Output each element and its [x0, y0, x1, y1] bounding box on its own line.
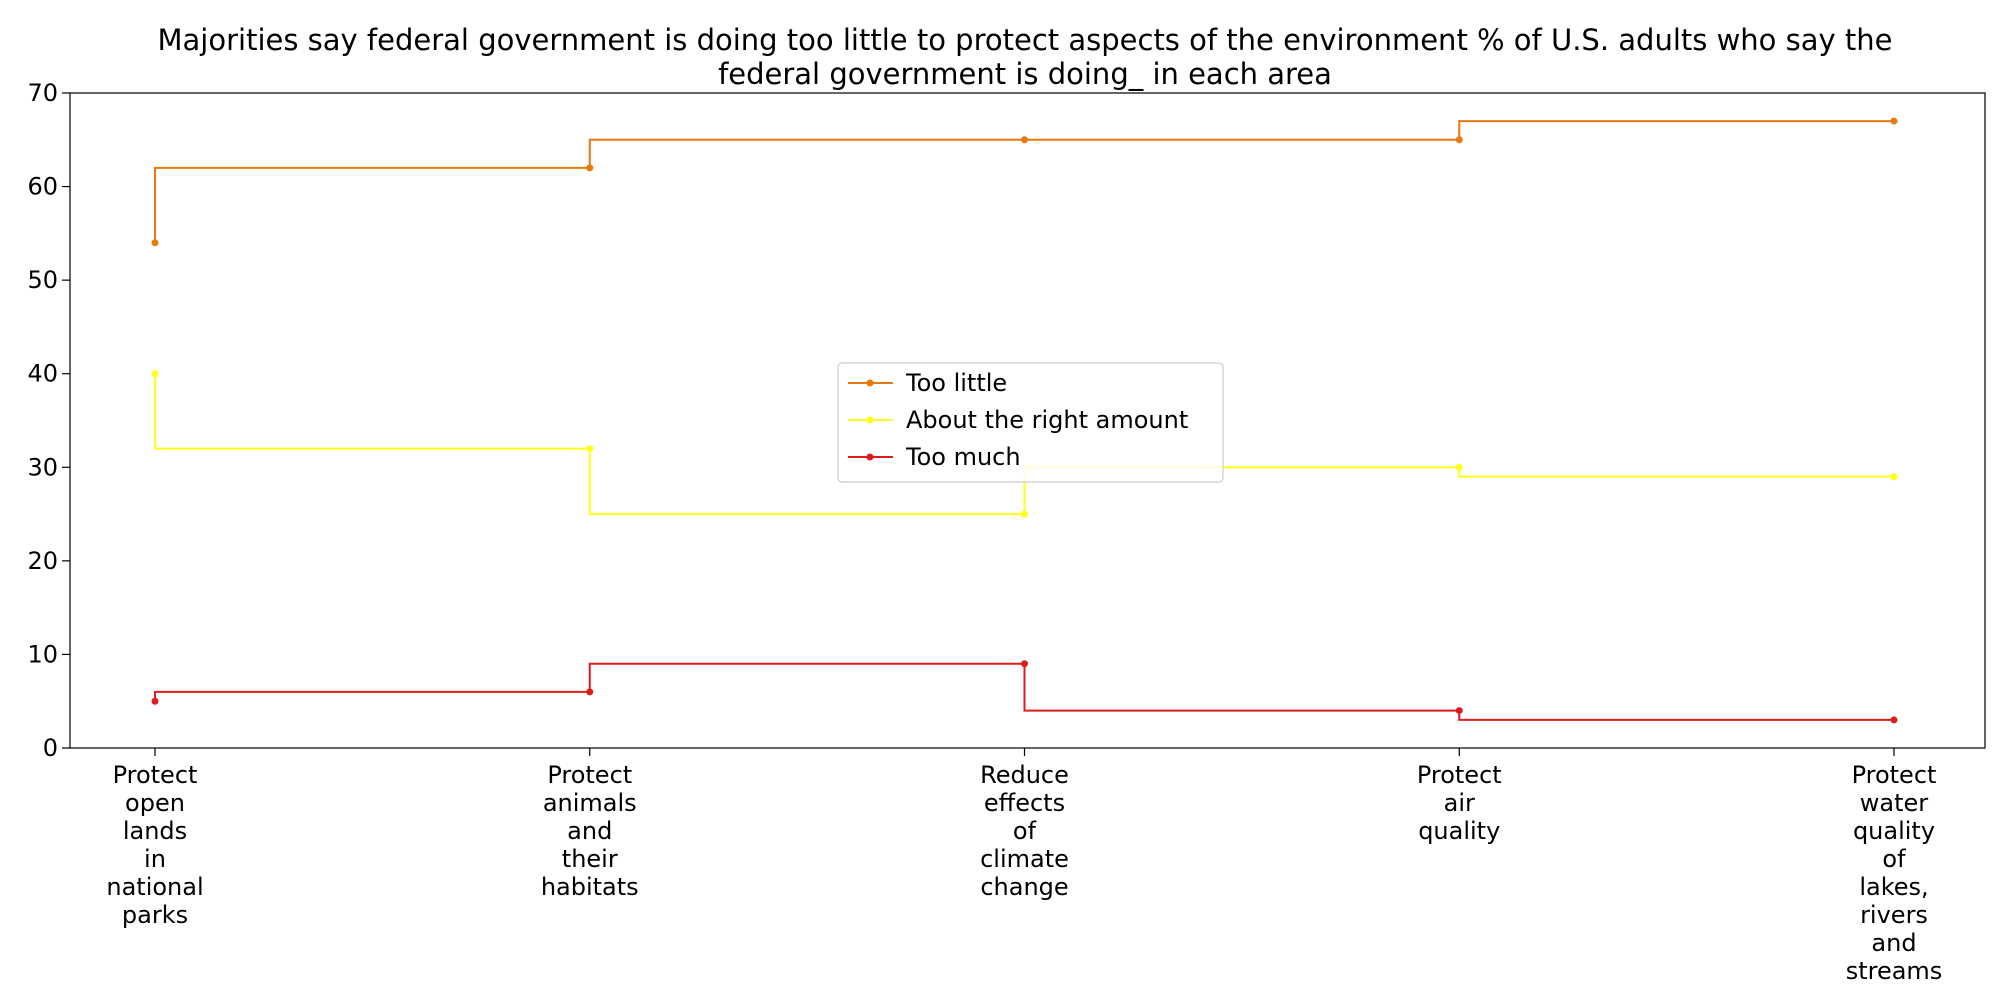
x-tick-label-line: rivers — [1860, 901, 1928, 929]
x-tick-label-line: open — [125, 789, 185, 817]
y-tick-label: 0 — [43, 734, 58, 762]
x-tick-label-line: their — [562, 845, 618, 873]
x-tick-label: Protect air quality — [1417, 761, 1502, 845]
x-tick-label-line: and — [567, 817, 612, 845]
legend-marker — [866, 453, 874, 461]
chart-title-text: Majorities say federal government is doi… — [158, 23, 1893, 91]
x-tick-label-line: of — [1013, 817, 1037, 845]
x-tick-label-line: quality — [1418, 817, 1500, 845]
chart-title: Majorities say federal government is doi… — [158, 23, 1893, 91]
data-point — [1890, 117, 1898, 125]
legend-item: About the right amount — [848, 406, 1188, 434]
series-2 — [151, 660, 1898, 724]
legend-item: Too much — [848, 443, 1021, 471]
legend: Too little About the right amount Too much — [837, 362, 1224, 483]
legend-label: About the right amount — [906, 406, 1188, 434]
series-line — [154, 120, 1894, 243]
x-tick-label-line: water — [1860, 789, 1929, 817]
legend-marker — [866, 416, 874, 424]
y-tick-label: 20 — [27, 547, 58, 575]
legend-box — [837, 362, 1224, 483]
x-tick-label: Protect animals and their habitats — [541, 761, 639, 901]
legend-label: Too much — [905, 443, 1021, 471]
x-tick-label-line: habitats — [541, 873, 639, 901]
x-tick-label-line: Protect — [113, 761, 198, 789]
data-point — [586, 164, 594, 172]
x-tick-label-line: effects — [984, 789, 1065, 817]
y-tick-label: 30 — [27, 453, 58, 481]
data-point — [1021, 510, 1028, 518]
plot-area-frame — [69, 92, 1986, 749]
data-point — [586, 688, 594, 696]
chart-title-line-1: Majorities say federal government is doi… — [158, 23, 1893, 57]
x-tick-label-line: of — [1882, 845, 1906, 873]
data-point — [1455, 463, 1463, 471]
data-point — [1455, 136, 1463, 144]
x-tick-label-line: parks — [122, 901, 188, 929]
x-tick-label-line: climate — [980, 845, 1069, 873]
series-1 — [151, 370, 1898, 518]
x-tick-label-line: change — [980, 873, 1068, 901]
x-tick-label: Protect open lands in national parks — [106, 761, 203, 929]
data-point — [1455, 707, 1463, 715]
y-tick-label: 70 — [27, 79, 58, 107]
x-tick-label: Reduce effects of climate change — [980, 761, 1069, 901]
y-tick-label: 60 — [27, 173, 58, 201]
legend-item: Too little — [848, 369, 1007, 397]
x-tick-label-line: animals — [543, 789, 637, 817]
x-tick-label-line: and — [1871, 929, 1916, 957]
x-tick-label-line: lakes, — [1859, 873, 1928, 901]
x-tick-label-line: streams — [1846, 957, 1943, 985]
x-tick-label-line: in — [144, 845, 166, 873]
data-point — [1890, 716, 1898, 724]
x-tick-label-line: air — [1444, 789, 1475, 817]
y-tick-label: 10 — [27, 640, 58, 668]
data-point — [151, 697, 159, 705]
series-0 — [151, 117, 1898, 247]
data-point — [586, 445, 594, 453]
x-tick-label: Protect water quality of lakes, rivers and stre… — [1846, 761, 1943, 985]
data-point — [1021, 660, 1028, 668]
y-tick-label: 40 — [27, 360, 58, 388]
x-tick-label-line: Protect — [1852, 761, 1937, 789]
data-point — [151, 370, 159, 378]
x-tick-label-line: national — [106, 873, 203, 901]
y-tick-label: 50 — [27, 266, 58, 294]
data-point — [151, 239, 159, 247]
data-point — [1890, 473, 1898, 481]
x-tick-label-line: quality — [1853, 817, 1935, 845]
chart-title-line-2: federal government is doing_ in each are… — [718, 57, 1332, 91]
data-point — [1021, 136, 1028, 144]
series-group — [151, 117, 1898, 724]
legend-marker — [866, 379, 874, 387]
x-tick-label-line: Reduce — [980, 761, 1069, 789]
x-tick-label-line: Protect — [1417, 761, 1502, 789]
legend-label: Too little — [905, 369, 1007, 397]
x-tick-label-line: lands — [123, 817, 187, 845]
x-tick-label-line: Protect — [547, 761, 632, 789]
y-axis: 0 10 20 30 40 50 60 70 — [27, 79, 70, 762]
series-line — [154, 662, 1894, 721]
